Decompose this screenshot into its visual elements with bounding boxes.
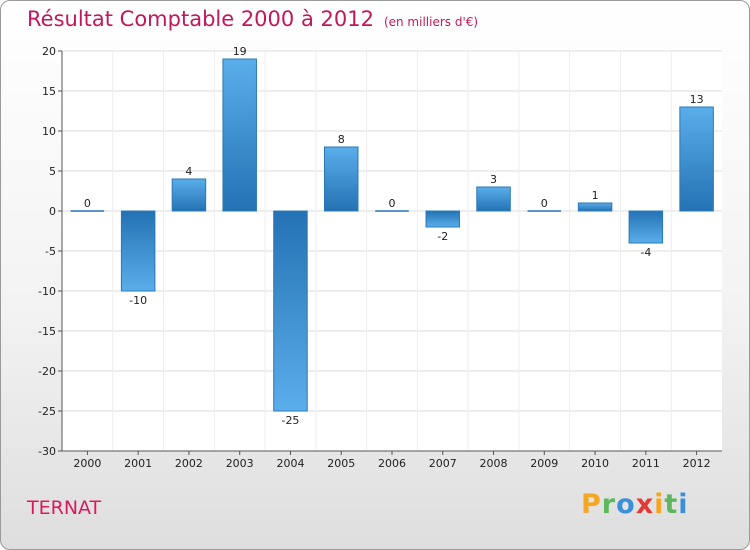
- x-tick-label: 2012: [683, 457, 711, 470]
- data-label: 3: [490, 173, 497, 186]
- data-label: -25: [281, 414, 299, 427]
- x-tick-label: 2003: [226, 457, 254, 470]
- logo-letter: P: [581, 489, 602, 520]
- proxiti-logo: Proxiti: [581, 489, 689, 520]
- x-tick-label: 2008: [480, 457, 508, 470]
- data-label: 0: [389, 197, 396, 210]
- logo-letter: r: [601, 489, 617, 520]
- bar: [476, 186, 511, 212]
- logo-letter: t: [664, 489, 679, 520]
- data-label: 19: [233, 45, 247, 58]
- chart-title: Résultat Comptable 2000 à 2012 (en millie…: [27, 7, 478, 31]
- data-label: -4: [640, 246, 651, 259]
- data-label: -2: [437, 230, 448, 243]
- data-label: -10: [129, 294, 147, 307]
- x-tick-label: 2011: [632, 457, 660, 470]
- y-tick-label: 10: [42, 125, 56, 138]
- data-label: 0: [84, 197, 91, 210]
- y-tick-label: 20: [42, 45, 56, 58]
- y-tick-label: -10: [38, 285, 56, 298]
- x-tick-label: 2007: [429, 457, 457, 470]
- logo-letter: i: [654, 489, 665, 520]
- bar: [679, 106, 714, 212]
- x-tick-label: 2002: [175, 457, 203, 470]
- bar: [171, 178, 207, 212]
- x-tick-label: 2005: [327, 457, 355, 470]
- logo-letter: i: [678, 489, 689, 520]
- logo-letter: x: [635, 489, 655, 520]
- data-label: 0: [541, 197, 548, 210]
- x-tick-label: 2004: [276, 457, 304, 470]
- y-tick-label: -25: [38, 405, 56, 418]
- bar: [120, 210, 156, 292]
- chart-title-text: Résultat Comptable 2000 à 2012: [27, 7, 374, 31]
- data-label: 13: [690, 93, 704, 106]
- data-label: 8: [338, 133, 345, 146]
- bar: [323, 146, 359, 212]
- chart-unit: (en milliers d'€): [383, 15, 479, 29]
- y-tick-label: -15: [38, 325, 56, 338]
- y-tick-label: -30: [38, 445, 56, 458]
- bar: [425, 210, 461, 228]
- y-tick-label: 5: [49, 165, 56, 178]
- y-tick-label: -5: [45, 245, 56, 258]
- bar: [628, 210, 664, 244]
- data-label: 4: [185, 165, 192, 178]
- y-tick-label: -20: [38, 365, 56, 378]
- x-tick-label: 2006: [378, 457, 406, 470]
- logo-letter: o: [616, 489, 636, 520]
- x-tick-label: 2001: [124, 457, 152, 470]
- data-label: 1: [592, 189, 599, 202]
- y-tick-label: 0: [49, 205, 56, 218]
- bar: [222, 58, 257, 212]
- bar: [273, 210, 308, 412]
- x-tick-label: 2009: [530, 457, 558, 470]
- city-name: TERNAT: [27, 497, 102, 519]
- y-tick-label: 15: [42, 85, 56, 98]
- bar: [577, 202, 613, 212]
- x-tick-label: 2000: [73, 457, 101, 470]
- x-tick-label: 2010: [581, 457, 609, 470]
